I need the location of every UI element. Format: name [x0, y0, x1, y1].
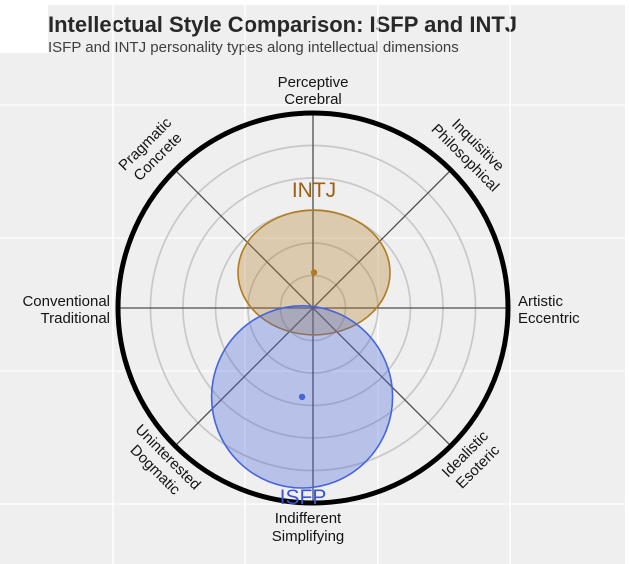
axis-label-south: Indifferent Simplifying: [272, 510, 345, 545]
intj-mean-dot: [310, 269, 318, 276]
axis-label-east: Artistic Eccentric: [518, 293, 580, 327]
isfp-series-label: ISFP: [280, 486, 327, 509]
chart-title: Intellectual Style Comparison: ISFP and …: [48, 12, 518, 37]
axis-label-west: Conventional Traditional: [22, 293, 110, 327]
axis-label-east-line1: Artistic: [518, 293, 564, 310]
axis-label-south-line1: Indifferent: [275, 510, 342, 527]
chart-subtitle: ISFP and INTJ personality types along in…: [48, 39, 459, 56]
axis-label-west-line2: Traditional: [41, 310, 110, 327]
axis-label-northwest: Pragmatic Concrete: [115, 114, 185, 184]
axis-label-north: Perceptive Cerebral: [278, 74, 349, 108]
axis-label-northeast: Inquisitive Philosophical: [428, 116, 508, 196]
intj-series-label: INTJ: [292, 179, 336, 202]
outer-rim-circle: [115, 110, 511, 506]
polar-spoke: [174, 169, 452, 447]
polar-grid: [118, 113, 508, 503]
axis-label-north-line2: Cerebral: [284, 91, 342, 108]
axis-label-southeast: Idealistic Esoteric: [439, 427, 504, 492]
axis-label-north-line1: Perceptive: [278, 74, 349, 91]
axis-label-west-line1: Conventional: [22, 293, 110, 310]
axis-label-east-line2: Eccentric: [518, 310, 580, 327]
top-left-margin: [0, 5, 48, 53]
isfp-mean-dot: [298, 393, 306, 401]
axis-label-south-line2: Simplifying: [272, 528, 345, 545]
